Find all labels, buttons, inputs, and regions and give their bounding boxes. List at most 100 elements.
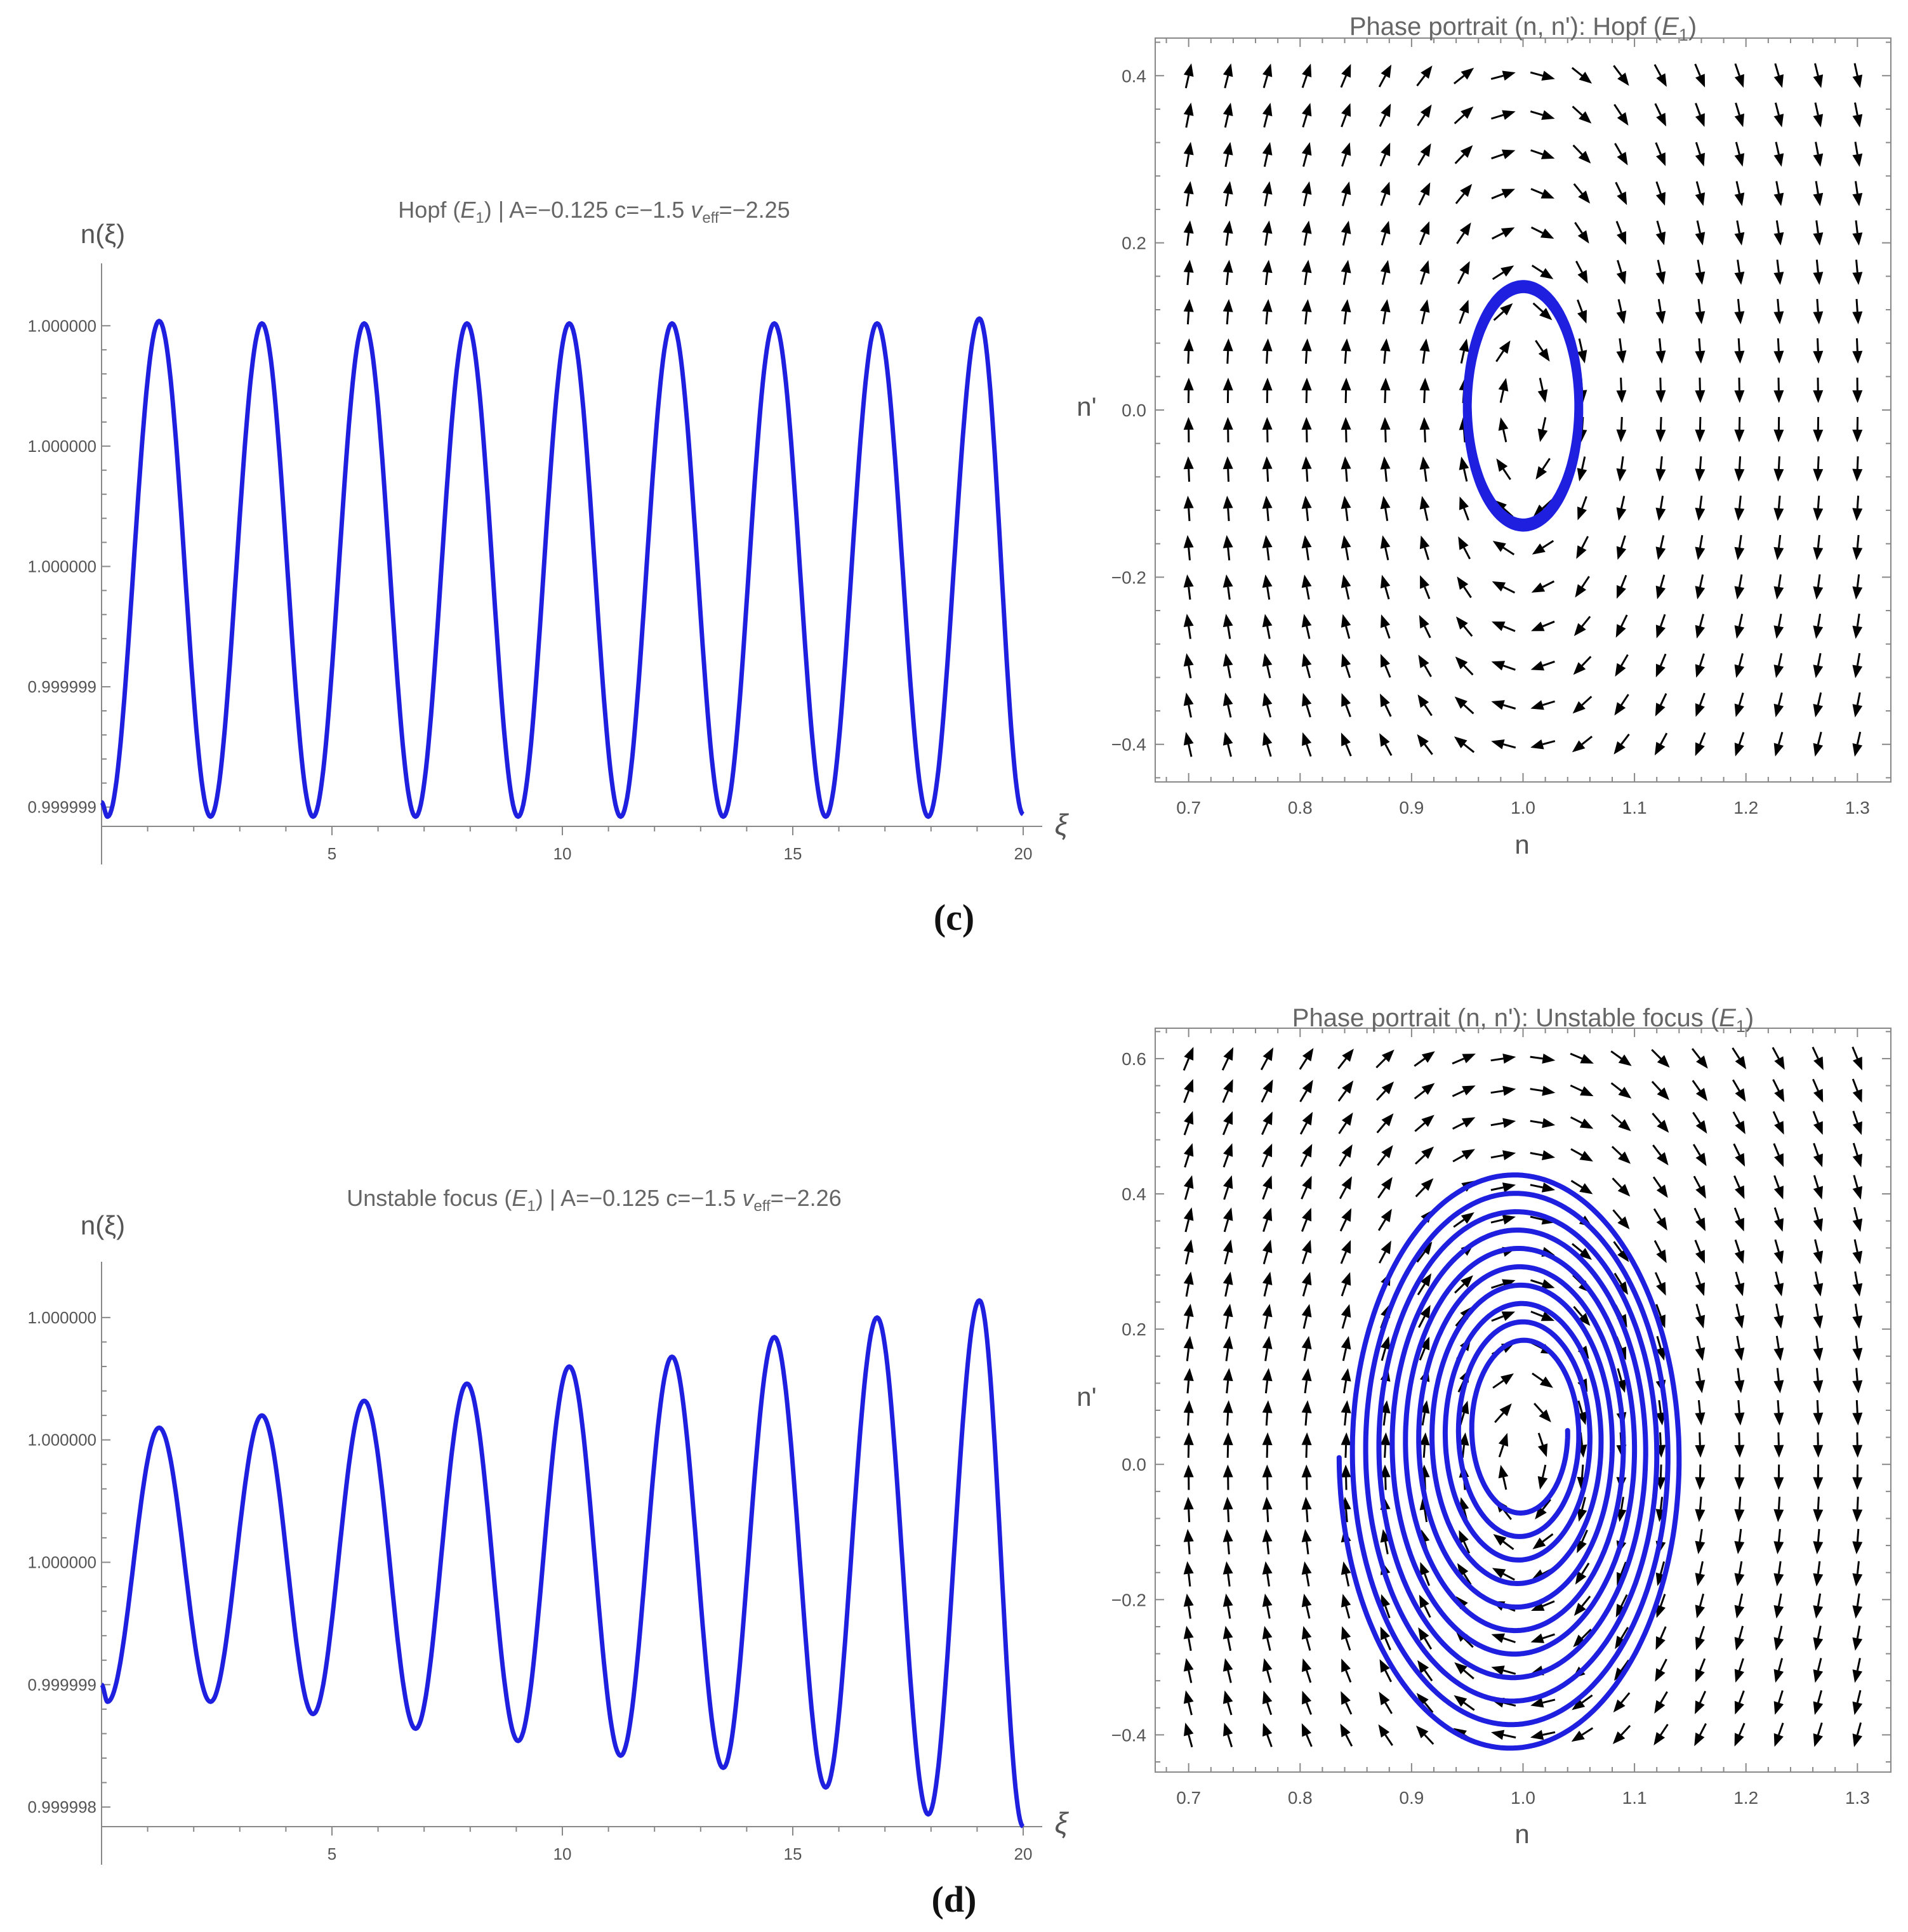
field-arrow-head: [1222, 1271, 1233, 1285]
field-arrow-head: [1222, 456, 1233, 470]
field-arrow-head: [1542, 1118, 1556, 1128]
field-arrow-shaft: [1542, 740, 1556, 746]
field-arrow-head: [1655, 663, 1666, 678]
field-arrow-head: [1459, 1530, 1469, 1544]
field-arrow-shaft: [1659, 574, 1666, 588]
field-arrow-shaft: [1694, 1240, 1701, 1252]
field-arrow-shaft: [1491, 192, 1504, 200]
field-arrow-head: [1380, 299, 1391, 313]
field-arrow-shaft: [1738, 1625, 1744, 1639]
field-arrow-shaft: [1659, 416, 1662, 430]
field-arrow-shaft: [1490, 1057, 1504, 1062]
field-arrow-shaft: [1581, 1464, 1584, 1478]
field-arrow-shaft: [1266, 1670, 1272, 1683]
field-arrow-head: [1773, 232, 1784, 246]
field-arrow-head: [1183, 378, 1194, 391]
field-arrow-head: [1695, 1412, 1706, 1426]
field-arrow-shaft: [1491, 153, 1504, 160]
field-arrow-head: [1577, 310, 1587, 324]
field-arrow-head: [1694, 1732, 1705, 1747]
field-arrow-head: [1542, 1085, 1556, 1096]
field-arrow-head: [1262, 1529, 1273, 1542]
field-arrow-shaft: [1535, 340, 1544, 352]
field-arrow-head: [1416, 1693, 1429, 1706]
field-arrow-head: [1852, 232, 1863, 246]
field-arrow-head: [1573, 662, 1586, 675]
field-arrow-head: [1501, 1311, 1516, 1321]
field-arrow-head: [1262, 614, 1273, 628]
field-arrow-head: [1223, 1175, 1233, 1189]
field-arrow-shaft: [1266, 626, 1271, 639]
field-arrow-head: [1696, 1055, 1708, 1069]
x-tick-label: 10: [553, 844, 572, 863]
field-arrow-shaft: [1345, 1509, 1348, 1523]
field-arrow-shaft: [1856, 534, 1860, 548]
field-arrow-head: [1302, 1048, 1314, 1062]
field-arrow-head: [1542, 1150, 1556, 1160]
field-arrow-shaft: [1530, 1311, 1544, 1318]
field-arrow-head: [1616, 390, 1627, 403]
field-arrow-head: [1813, 350, 1824, 364]
field-arrow-head: [1773, 1605, 1784, 1619]
field-arrow-shaft: [1503, 665, 1516, 671]
field-arrow-shaft: [1490, 1121, 1504, 1127]
field-arrow-head: [1852, 74, 1863, 88]
x-axis-label: n: [1514, 830, 1529, 859]
field-arrow-shaft: [1738, 732, 1745, 745]
field-arrow-shaft: [1418, 193, 1426, 206]
field-arrow-head: [1813, 704, 1824, 718]
field-arrow-head: [1852, 311, 1863, 324]
field-arrow-head: [1341, 103, 1351, 117]
field-arrow-shaft: [1452, 1057, 1465, 1065]
field-arrow-head: [1695, 1669, 1705, 1683]
field-arrow-shaft: [1306, 547, 1309, 560]
field-arrow-head: [1341, 693, 1351, 707]
field-arrow-head: [1695, 74, 1706, 88]
field-arrow-shaft: [1620, 416, 1623, 430]
field-arrow-head: [1262, 1368, 1273, 1382]
field-arrow-shaft: [1777, 652, 1783, 666]
field-arrow-head: [1262, 1111, 1273, 1125]
field-arrow-shaft: [1384, 1445, 1387, 1458]
field-arrow-shaft: [1738, 1690, 1745, 1704]
field-arrow-head: [1655, 231, 1666, 246]
field-arrow-shaft: [1816, 1400, 1819, 1413]
field-arrow-head: [1813, 468, 1824, 482]
field-arrow-shaft: [1184, 75, 1190, 89]
field-arrow-head: [1222, 496, 1233, 509]
field-arrow-head: [1657, 1087, 1669, 1101]
field-arrow-head: [1301, 1593, 1312, 1608]
field-arrow-shaft: [1777, 1528, 1781, 1542]
field-arrow-shaft: [1306, 1702, 1313, 1715]
field-arrow-head: [1341, 653, 1351, 668]
field-arrow-head: [1459, 222, 1471, 236]
field-arrow-shaft: [1185, 1283, 1190, 1297]
field-arrow-shaft: [1345, 626, 1351, 639]
field-arrow-head: [1774, 1121, 1784, 1135]
field-arrow-shaft: [1853, 1207, 1858, 1220]
field-arrow-shaft: [1187, 350, 1190, 364]
field-arrow-shaft: [1620, 1692, 1631, 1704]
field-arrow-head: [1420, 1305, 1431, 1319]
field-arrow-head: [1499, 340, 1511, 354]
field-arrow-shaft: [1266, 1606, 1271, 1619]
field-arrow-shaft: [1655, 181, 1662, 194]
y-tick-label: 1.000000: [28, 316, 96, 335]
field-arrow-shaft: [1776, 1368, 1780, 1381]
field-arrow-shaft: [1384, 547, 1389, 560]
field-arrow-head: [1572, 1698, 1586, 1710]
field-arrow-shaft: [1653, 1240, 1662, 1253]
field-arrow-shaft: [1733, 1207, 1740, 1221]
y-tick-label: 0.0: [1122, 1455, 1146, 1474]
field-arrow-shaft: [1224, 1283, 1229, 1297]
field-arrow-head: [1852, 468, 1863, 482]
field-arrow-head: [1417, 1660, 1429, 1674]
y-axis-label: n': [1077, 392, 1096, 421]
field-arrow-shaft: [1542, 1533, 1554, 1543]
field-arrow-shaft: [1345, 1734, 1353, 1747]
field-arrow-head: [1540, 189, 1554, 199]
field-arrow-head: [1381, 1049, 1395, 1062]
field-arrow-shaft: [1227, 1606, 1231, 1619]
field-arrow-shaft: [1698, 338, 1701, 352]
field-arrow-head: [1420, 1273, 1432, 1287]
